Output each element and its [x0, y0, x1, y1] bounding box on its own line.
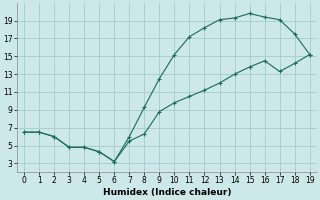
- X-axis label: Humidex (Indice chaleur): Humidex (Indice chaleur): [103, 188, 231, 197]
